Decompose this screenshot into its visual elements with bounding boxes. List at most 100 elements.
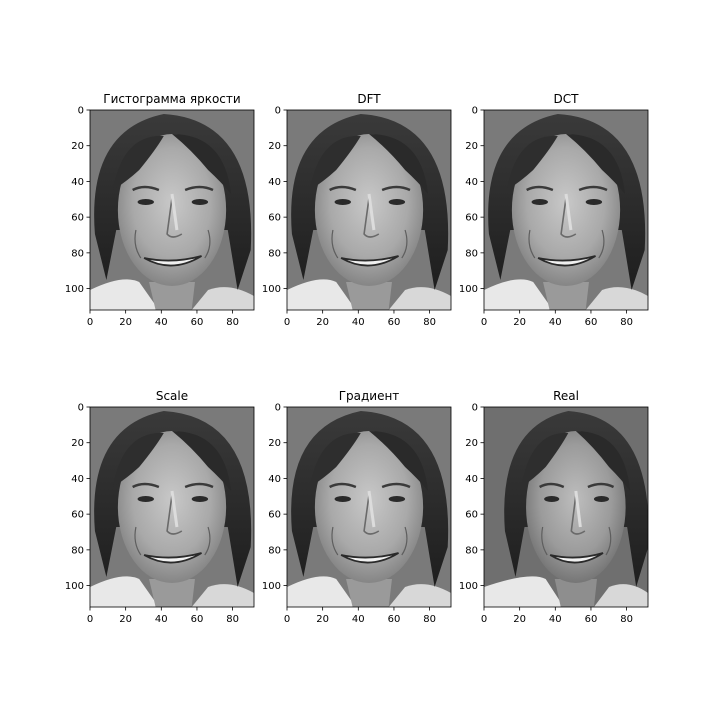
shirt-collar-left xyxy=(287,279,356,310)
face-image xyxy=(484,110,648,310)
cheek-line-left xyxy=(331,229,339,259)
image-panel: Гистограмма яркости 0 20 40 60 80 100 0 20 40 60 80 xyxy=(65,92,255,328)
y-tick-label: 20 xyxy=(465,438,478,449)
hair-fringe-right xyxy=(566,134,626,194)
y-tick-label: 40 xyxy=(465,177,478,188)
x-tick-label: 80 xyxy=(620,614,633,625)
x-tick-label: 40 xyxy=(549,614,562,625)
face xyxy=(511,134,621,286)
nose xyxy=(166,197,183,238)
cheek-line-right xyxy=(605,526,612,556)
face-image xyxy=(90,407,254,607)
neck xyxy=(543,282,589,310)
hair-fringe-right xyxy=(369,134,429,194)
x-tick-label: 20 xyxy=(316,317,329,328)
x-tick-label: 40 xyxy=(155,317,168,328)
y-tick-label: 100 xyxy=(262,581,281,592)
eye-right xyxy=(593,496,610,502)
y-tick-label: 80 xyxy=(268,248,281,259)
shirt-collar-right xyxy=(191,584,254,607)
x-tick-label: 20 xyxy=(316,614,329,625)
y-tick-label: 20 xyxy=(71,438,84,449)
axes-frame xyxy=(89,406,255,608)
nose xyxy=(560,197,577,238)
x-tick-label: 20 xyxy=(119,614,132,625)
y-tick-label: 60 xyxy=(268,510,281,521)
x-tick-label: 20 xyxy=(513,317,526,328)
face xyxy=(526,431,626,583)
cheek-line-left xyxy=(331,526,339,556)
panel-title: DFT xyxy=(357,92,381,106)
face xyxy=(117,134,227,286)
neck xyxy=(554,579,597,607)
shirt-collar-left xyxy=(287,576,356,607)
hair-fringe-left xyxy=(309,135,361,190)
y-tick-label: 80 xyxy=(465,545,478,556)
y-tick-label: 20 xyxy=(268,141,281,152)
cheek-line-right xyxy=(204,229,211,259)
smile xyxy=(549,552,604,564)
y-tick-label: 60 xyxy=(71,510,84,521)
shirt-collar-left xyxy=(90,576,159,607)
x-tick-label: 40 xyxy=(352,317,365,328)
x-tick-label: 0 xyxy=(284,614,290,625)
eye-right xyxy=(191,199,209,205)
y-tick-label: 60 xyxy=(268,213,281,224)
cheek-line-left xyxy=(134,229,142,259)
image-panel: Real 0 20 40 60 80 100 0 20 40 60 80 xyxy=(459,389,649,625)
hair-fringe-left xyxy=(521,432,569,487)
eye-right xyxy=(191,496,209,502)
x-tick-label: 40 xyxy=(352,614,365,625)
y-tick-label: 40 xyxy=(268,474,281,485)
y-tick-label: 0 xyxy=(275,403,281,414)
y-tick-label: 20 xyxy=(71,141,84,152)
nose-highlight xyxy=(367,193,376,231)
face-image xyxy=(484,407,648,607)
shirt-collar-left xyxy=(90,279,159,310)
x-tick-label: 0 xyxy=(481,317,487,328)
panel-title: Градиент xyxy=(339,389,400,403)
image-panel: Градиент 0 20 40 60 80 100 0 20 40 60 80 xyxy=(262,389,452,625)
axes-frame xyxy=(286,109,452,311)
eyebrow-left xyxy=(526,185,554,192)
y-tick-label: 80 xyxy=(71,248,84,259)
face xyxy=(314,134,424,286)
x-tick-label: 0 xyxy=(87,614,93,625)
x-tick-label: 60 xyxy=(191,614,204,625)
y-tick-label: 100 xyxy=(65,581,84,592)
eye-left xyxy=(334,199,351,205)
smile xyxy=(340,255,399,267)
shirt-collar-right xyxy=(585,287,648,310)
eye-left xyxy=(137,199,154,205)
eyebrow-left xyxy=(329,185,357,192)
shirt-collar-right xyxy=(388,287,451,310)
axes-frame xyxy=(286,406,452,608)
nose xyxy=(363,494,380,535)
y-tick-label: 40 xyxy=(71,474,84,485)
eyebrow-left xyxy=(132,482,160,489)
neck xyxy=(346,282,392,310)
hair-fringe-right xyxy=(369,431,429,491)
x-tick-label: 60 xyxy=(388,317,401,328)
y-tick-label: 100 xyxy=(459,284,478,295)
smile xyxy=(143,552,202,564)
y-tick-label: 60 xyxy=(71,213,84,224)
shirt-collar-left xyxy=(484,279,553,310)
image-panel: DCT 0 20 40 60 80 100 0 20 40 60 80 xyxy=(459,92,649,328)
axes-frame xyxy=(483,406,649,608)
y-tick-label: 0 xyxy=(472,403,478,414)
neck xyxy=(346,579,392,607)
x-tick-label: 80 xyxy=(226,317,239,328)
axes-frame xyxy=(89,109,255,311)
hair-fringe-left xyxy=(309,432,361,487)
nose-highlight xyxy=(574,490,582,528)
smile xyxy=(537,255,596,267)
hair-fringe-right xyxy=(575,431,631,491)
nose xyxy=(363,197,380,238)
x-tick-label: 0 xyxy=(87,317,93,328)
x-tick-label: 40 xyxy=(549,317,562,328)
face xyxy=(314,431,424,583)
eye-right xyxy=(388,496,406,502)
x-tick-label: 60 xyxy=(191,317,204,328)
x-tick-label: 0 xyxy=(284,317,290,328)
